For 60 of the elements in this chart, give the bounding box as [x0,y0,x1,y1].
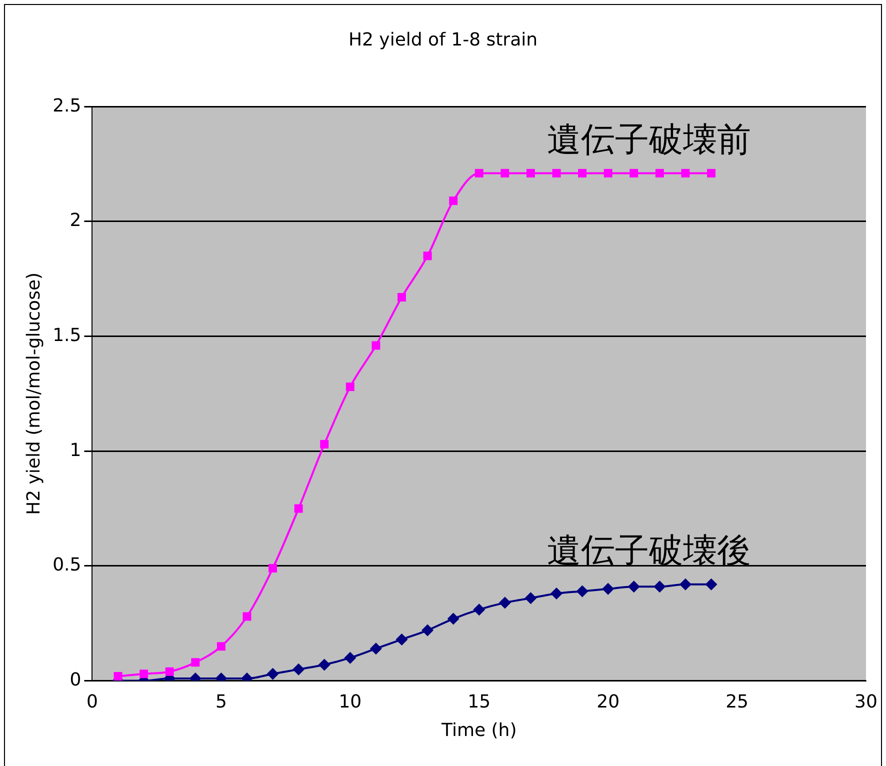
point [372,341,380,350]
point [654,580,666,593]
point [114,672,122,680]
y-tick-label: 2 [70,210,82,232]
point [707,168,716,178]
point [318,658,330,671]
point [165,667,174,676]
point [524,592,537,604]
point [422,624,434,636]
series-label: 遺伝子破壊前 [547,120,752,160]
point [397,292,406,302]
chart-title: H2 yield of 1-8 strain [348,29,538,50]
point [498,596,511,609]
point [396,633,408,646]
y-axis-title: H2 yield (mol/mol-glucose) [23,272,44,515]
x-tick-label: 10 [338,691,362,712]
point [526,168,535,178]
point [423,252,432,260]
point [294,504,303,513]
point [578,168,587,178]
point [679,578,692,590]
point [320,440,329,448]
point [552,168,561,178]
point [242,612,252,621]
point [344,652,356,664]
x-tick-label: 20 [596,691,620,712]
point [292,663,305,676]
point [604,168,612,178]
y-tick-label: 1.5 [52,324,82,346]
series-label: 遺伝子破壊後 [547,531,752,572]
x-tick-label: 0 [86,691,98,712]
point [681,168,690,178]
point [576,585,588,598]
y-tick-label: 0.5 [52,554,82,576]
point [655,168,664,178]
point [550,588,562,600]
point [447,612,460,625]
x-tick-label: 5 [215,691,227,712]
point [630,168,638,178]
point [449,196,458,206]
y-tick-label: 2.5 [52,95,82,116]
x-axis-title: Time (h) [440,720,517,741]
point [473,604,486,616]
point [140,670,148,678]
point [266,668,279,680]
point [500,168,510,178]
point [602,582,614,595]
point [216,642,226,651]
point [628,580,640,593]
x-tick-label: 30 [854,691,878,712]
point [191,658,200,667]
point [705,578,718,590]
y-tick-label: 0 [70,669,82,690]
y-tick-label: 1 [70,440,82,461]
point [268,564,278,572]
x-tick-label: 15 [468,691,491,712]
x-tick-label: 25 [726,691,748,712]
point [370,642,382,655]
point [474,168,484,178]
point [346,382,354,392]
